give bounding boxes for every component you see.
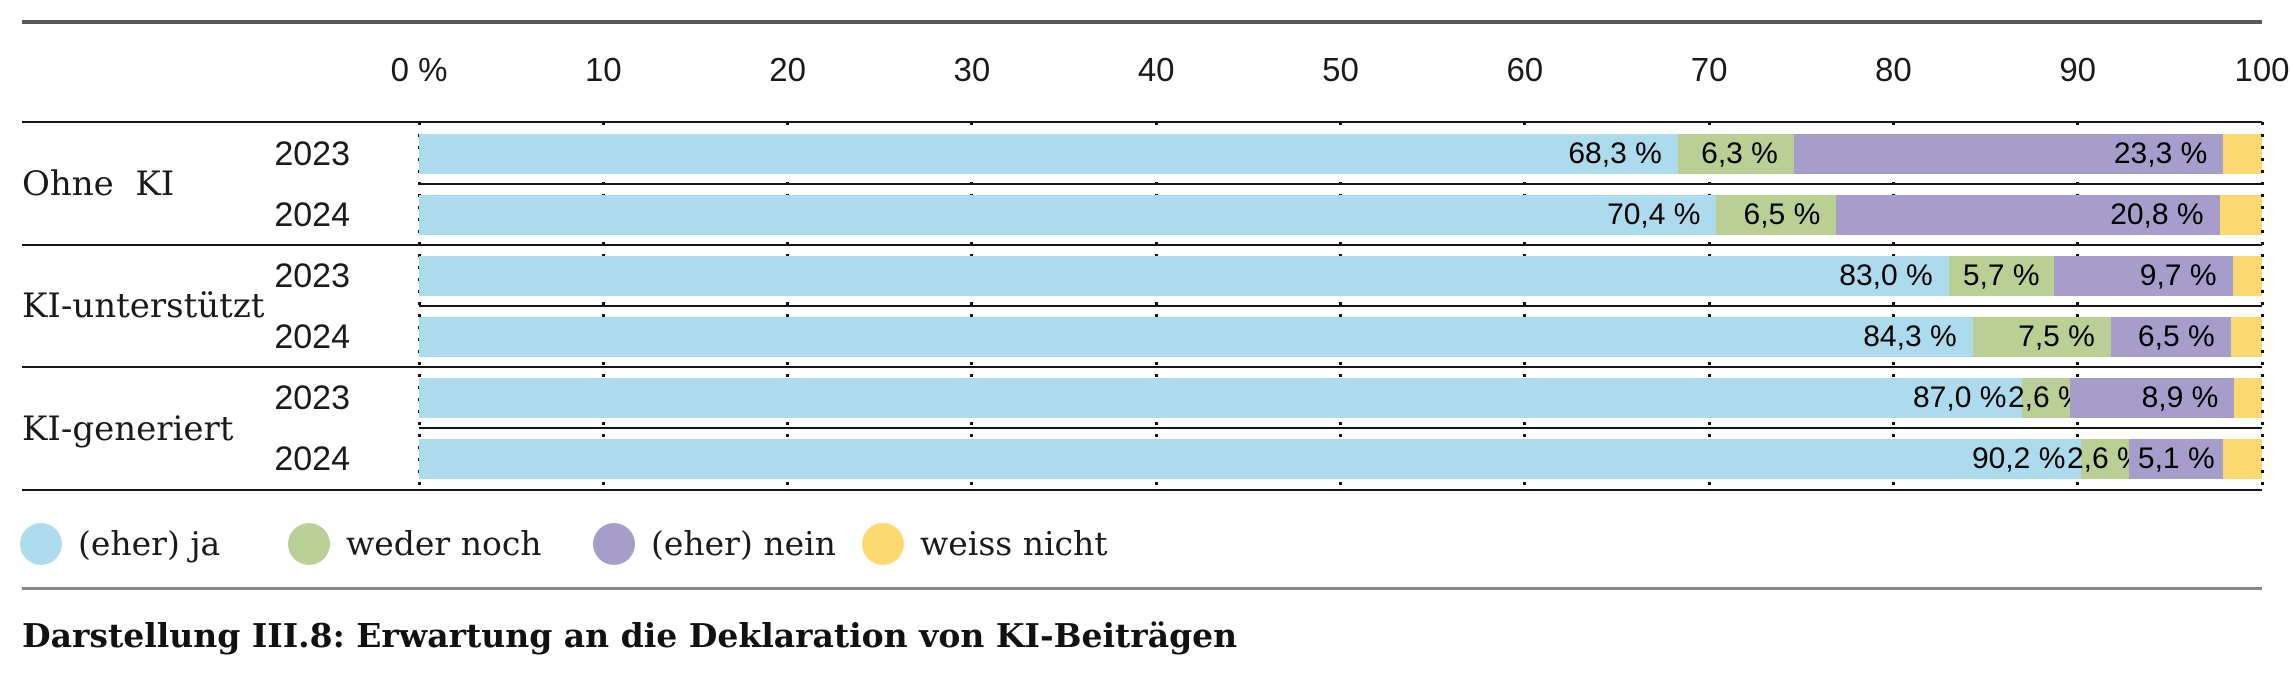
year-label: 2023 xyxy=(274,135,350,173)
x-axis-tick-label: 0 % xyxy=(390,51,448,88)
bar-value-label: 9,7 % xyxy=(2139,259,2217,292)
year-separator-line xyxy=(419,305,2262,307)
bar-value-label: 7,5 % xyxy=(2018,320,2095,353)
group-separator-line xyxy=(22,244,2262,246)
bottom-rule xyxy=(22,587,2262,590)
group-separator-line xyxy=(22,489,2262,491)
bar-segment: 23,3 % xyxy=(1793,134,2224,174)
bar-segment xyxy=(2223,134,2262,174)
bar-value-label: 6,5 % xyxy=(1743,198,1821,231)
bar-value-label: 84,3 % xyxy=(1863,320,1957,353)
bar-row: 87,0 % 2,6 % 8,9 % xyxy=(419,378,2262,418)
group-label: Ohne KI xyxy=(22,163,175,204)
bar-value-label: 20,8 % xyxy=(2110,198,2204,231)
year-label: 2023 xyxy=(274,257,350,295)
x-axis-tick-label: 40 xyxy=(1137,51,1175,88)
bar-segment: 6,5 % xyxy=(2110,317,2231,357)
bar-value-label: 5,1 % xyxy=(2137,442,2215,475)
bar-segment: 9,7 % xyxy=(2053,256,2233,296)
bar-row: 83,0 % 5,7 % 9,7 % xyxy=(419,256,2262,296)
bar-segment: 2,6 % xyxy=(2008,378,2085,418)
bar-row: 68,3 % 6,3 % 23,3 % xyxy=(419,134,2262,174)
legend-item: weiss nicht xyxy=(862,523,1108,565)
x-axis-tick-label: 30 xyxy=(953,51,991,88)
legend-color-dot xyxy=(20,523,62,565)
bar-value-label: 87,0 % xyxy=(1913,381,2007,414)
year-separator-line xyxy=(419,183,2262,185)
x-axis-tick-label: 80 xyxy=(1875,51,1912,88)
bar-value-label: 70,4 % xyxy=(1607,198,1701,231)
figure-caption: Darstellung III.8: Erwartung an die Dekl… xyxy=(22,616,1238,655)
bar-segment: 2,6 % xyxy=(2067,439,2144,479)
bar-segment xyxy=(2234,378,2262,418)
year-label: 2024 xyxy=(274,440,350,478)
legend-label: (eher) ja xyxy=(78,524,221,563)
bar-segment xyxy=(2230,317,2262,357)
bar-segment: 68,3 % xyxy=(419,134,1678,174)
bar-segment: 84,3 % xyxy=(419,317,1973,357)
bar-segment: 70,4 % xyxy=(419,195,1717,235)
bar-segment: 83,0 % xyxy=(419,256,1949,296)
x-axis-tick-label: 100 xyxy=(2234,51,2290,88)
legend-item: (eher) ja xyxy=(20,523,220,565)
bar-segment xyxy=(2219,195,2262,235)
bar-value-label: 23,3 % xyxy=(2113,137,2208,170)
bar-value-label: 90,2 % xyxy=(1971,442,2066,475)
x-axis-tick-label: 70 xyxy=(1690,51,1728,88)
bar-segment xyxy=(2223,439,2262,479)
bar-segment: 5,1 % xyxy=(2129,439,2224,479)
bar-row: 84,3 % 7,5 % 6,5 % xyxy=(419,317,2262,357)
bar-value-label: 68,3 % xyxy=(1568,137,1662,170)
group-separator-line xyxy=(22,366,2262,368)
x-axis-tick-label: 10 xyxy=(584,51,622,88)
bar-value-label: 6,5 % xyxy=(2137,320,2215,353)
gridline xyxy=(2260,122,2264,491)
year-label: 2024 xyxy=(274,196,350,234)
legend-label: weiss nicht xyxy=(920,524,1108,563)
legend-color-dot xyxy=(862,523,904,565)
legend-color-dot xyxy=(288,523,330,565)
bar-value-label: 8,9 % xyxy=(2141,381,2219,414)
x-axis-tick-label: 50 xyxy=(1322,51,1359,88)
group-separator-line xyxy=(22,121,2262,123)
year-label: 2023 xyxy=(274,379,350,417)
bar-segment: 87,0 % xyxy=(419,378,2023,418)
group-label: KI-generiert xyxy=(22,408,234,449)
legend-item: weder noch xyxy=(288,523,542,565)
x-axis-tick-label: 20 xyxy=(769,51,806,88)
legend-color-dot xyxy=(593,523,635,565)
x-axis-tick-label: 90 xyxy=(2059,51,2097,88)
bar-segment: 8,9 % xyxy=(2070,378,2235,418)
bar-segment xyxy=(2232,256,2262,296)
bar-segment: 6,3 % xyxy=(1677,134,1794,174)
year-separator-line xyxy=(419,427,2262,429)
x-axis-tick-label: 60 xyxy=(1506,51,1544,88)
legend-item: (eher) nein xyxy=(593,523,836,565)
bar-value-label: 5,7 % xyxy=(1962,259,2040,292)
year-label: 2024 xyxy=(274,318,350,356)
bar-segment: 90,2 % xyxy=(419,439,2082,479)
legend-label: weder noch xyxy=(346,524,542,563)
legend-label: (eher) nein xyxy=(651,524,836,563)
bar-segment: 6,5 % xyxy=(1716,195,1837,235)
bar-value-label: 83,0 % xyxy=(1839,259,1933,292)
bar-row: 70,4 % 6,5 % 20,8 % xyxy=(419,195,2262,235)
bar-segment: 7,5 % xyxy=(1972,317,2111,357)
bar-segment: 5,7 % xyxy=(1948,256,2054,296)
group-label: KI-unterstützt xyxy=(22,286,265,326)
bar-segment: 20,8 % xyxy=(1836,195,2220,235)
top-rule xyxy=(22,20,2262,24)
bar-row: 90,2 % 2,6 % 5,1 % xyxy=(419,439,2262,479)
bar-value-label: 6,3 % xyxy=(1701,137,1778,170)
